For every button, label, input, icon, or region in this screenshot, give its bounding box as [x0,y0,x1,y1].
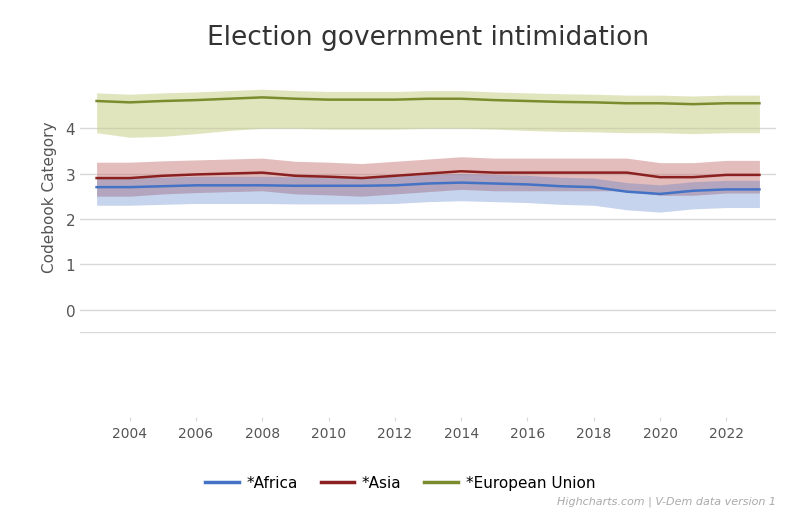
*Asia [754,173,764,179]
*Asia [125,176,134,182]
*Africa [556,184,566,190]
*Africa [722,187,731,193]
*Asia [589,170,598,176]
*Asia [258,170,267,176]
*Asia [191,172,201,178]
*Africa [522,182,532,188]
*Africa [754,187,764,193]
*Africa [258,183,267,189]
*European Union [390,97,400,103]
*Africa [92,185,102,191]
*Africa [688,188,698,194]
*Asia [324,174,334,180]
*Asia [456,169,466,175]
*European Union [324,97,334,103]
*Africa [125,185,134,191]
*European Union [589,100,598,106]
*Africa [224,183,234,189]
*Africa [390,183,400,189]
*Africa [290,183,300,189]
*European Union [357,97,366,103]
*Asia [556,170,566,176]
*Africa [655,191,665,197]
*European Union [522,99,532,105]
Line: *Asia: *Asia [97,172,759,179]
*Africa [357,183,366,189]
*Africa [158,184,168,190]
*European Union [258,95,267,101]
*Africa [191,183,201,189]
*Asia [224,171,234,177]
*Asia [290,174,300,180]
*European Union [158,99,168,105]
*European Union [456,97,466,103]
*European Union [125,100,134,106]
*Asia [423,171,433,177]
*Africa [622,189,632,195]
*Asia [622,170,632,176]
*Asia [522,170,532,176]
*European Union [722,101,731,107]
*European Union [423,97,433,103]
Y-axis label: Codebook Category: Codebook Category [42,121,57,272]
*European Union [556,100,566,106]
*Asia [92,176,102,182]
*European Union [224,97,234,103]
*Africa [324,183,334,189]
*Asia [390,174,400,180]
*Africa [423,181,433,187]
Text: Highcharts.com | V-Dem data version 1: Highcharts.com | V-Dem data version 1 [557,496,776,506]
*European Union [622,101,632,107]
*Africa [589,185,598,191]
*European Union [191,98,201,104]
*European Union [290,97,300,103]
*European Union [490,98,499,104]
*Asia [158,174,168,180]
*Asia [357,176,366,182]
*Africa [490,181,499,187]
*Asia [655,175,665,181]
*Asia [490,170,499,176]
*Africa [456,180,466,186]
*European Union [754,101,764,107]
*European Union [655,101,665,107]
Line: *European Union: *European Union [97,98,759,105]
Legend: *Africa, *Asia, *European Union: *Africa, *Asia, *European Union [199,469,601,496]
Line: *Africa: *Africa [97,183,759,194]
*Asia [688,175,698,181]
*European Union [688,102,698,108]
*Asia [722,173,731,179]
Title: Election government intimidation: Election government intimidation [207,24,649,50]
*European Union [92,99,102,105]
